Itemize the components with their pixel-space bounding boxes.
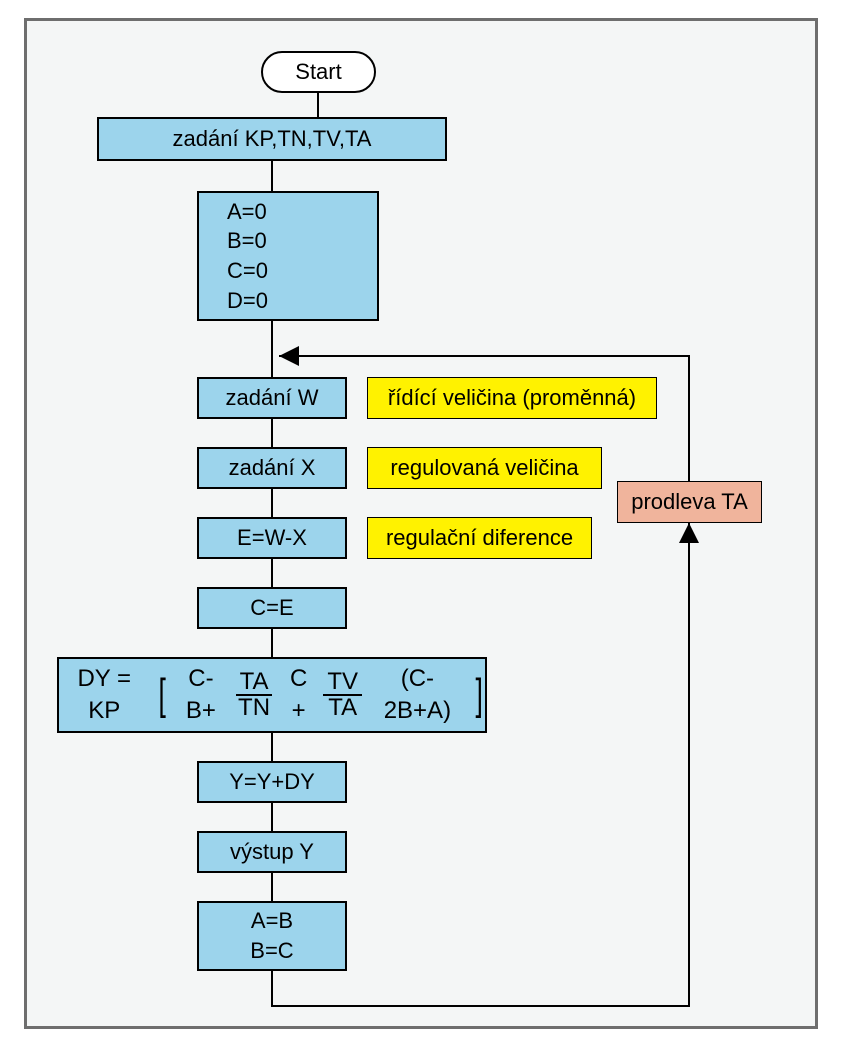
node-output-y: výstup Y [197, 831, 347, 873]
annotation-e: regulační diference [367, 517, 592, 559]
label: zadání X [229, 453, 316, 483]
node-e-wx: E=W-X [197, 517, 347, 559]
bracket-close-icon: ] [475, 673, 482, 717]
frac-ta-tn: TA TN [234, 670, 274, 720]
frac-tv-ta: TV TA [323, 670, 362, 720]
label: zadání W [226, 383, 319, 413]
label: regulační diference [386, 523, 573, 553]
node-delay: prodleva TA [617, 481, 762, 523]
label: A=0 B=0 C=0 D=0 [227, 197, 268, 316]
label: A=B B=C [250, 906, 293, 965]
diagram-frame: Start zadání KP,TN,TV,TA A=0 B=0 C=0 D=0… [24, 18, 818, 1029]
label: výstup Y [230, 837, 314, 867]
label: Y=Y+DY [229, 767, 315, 797]
node-dy-formula: DY = KP [ C-B+ TA TN C + TV TA (C-2B+A) … [57, 657, 487, 733]
f-mid: C + [280, 663, 317, 728]
node-y-dy: Y=Y+DY [197, 761, 347, 803]
node-start: Start [261, 51, 376, 93]
f-prefix: DY = KP [59, 663, 150, 728]
f-term1: C-B+ [174, 663, 228, 728]
annotation-w: řídící veličina (proměnná) [367, 377, 657, 419]
label: Start [295, 57, 341, 87]
annotation-x: regulovaná veličina [367, 447, 602, 489]
label: zadání KP,TN,TV,TA [173, 124, 372, 154]
label: řídící veličina (proměnná) [388, 383, 636, 413]
label: C=E [250, 593, 293, 623]
node-input-params: zadání KP,TN,TV,TA [97, 117, 447, 161]
node-shift: A=B B=C [197, 901, 347, 971]
node-init: A=0 B=0 C=0 D=0 [197, 191, 379, 321]
label: regulovaná veličina [390, 453, 578, 483]
label: E=W-X [237, 523, 307, 553]
node-input-w: zadání W [197, 377, 347, 419]
node-input-x: zadání X [197, 447, 347, 489]
bracket-open-icon: [ [158, 673, 165, 717]
formula: DY = KP [ C-B+ TA TN C + TV TA (C-2B+A) … [59, 663, 485, 728]
f-suffix: (C-2B+A) [368, 663, 467, 728]
node-c-e: C=E [197, 587, 347, 629]
label: prodleva TA [631, 487, 748, 517]
